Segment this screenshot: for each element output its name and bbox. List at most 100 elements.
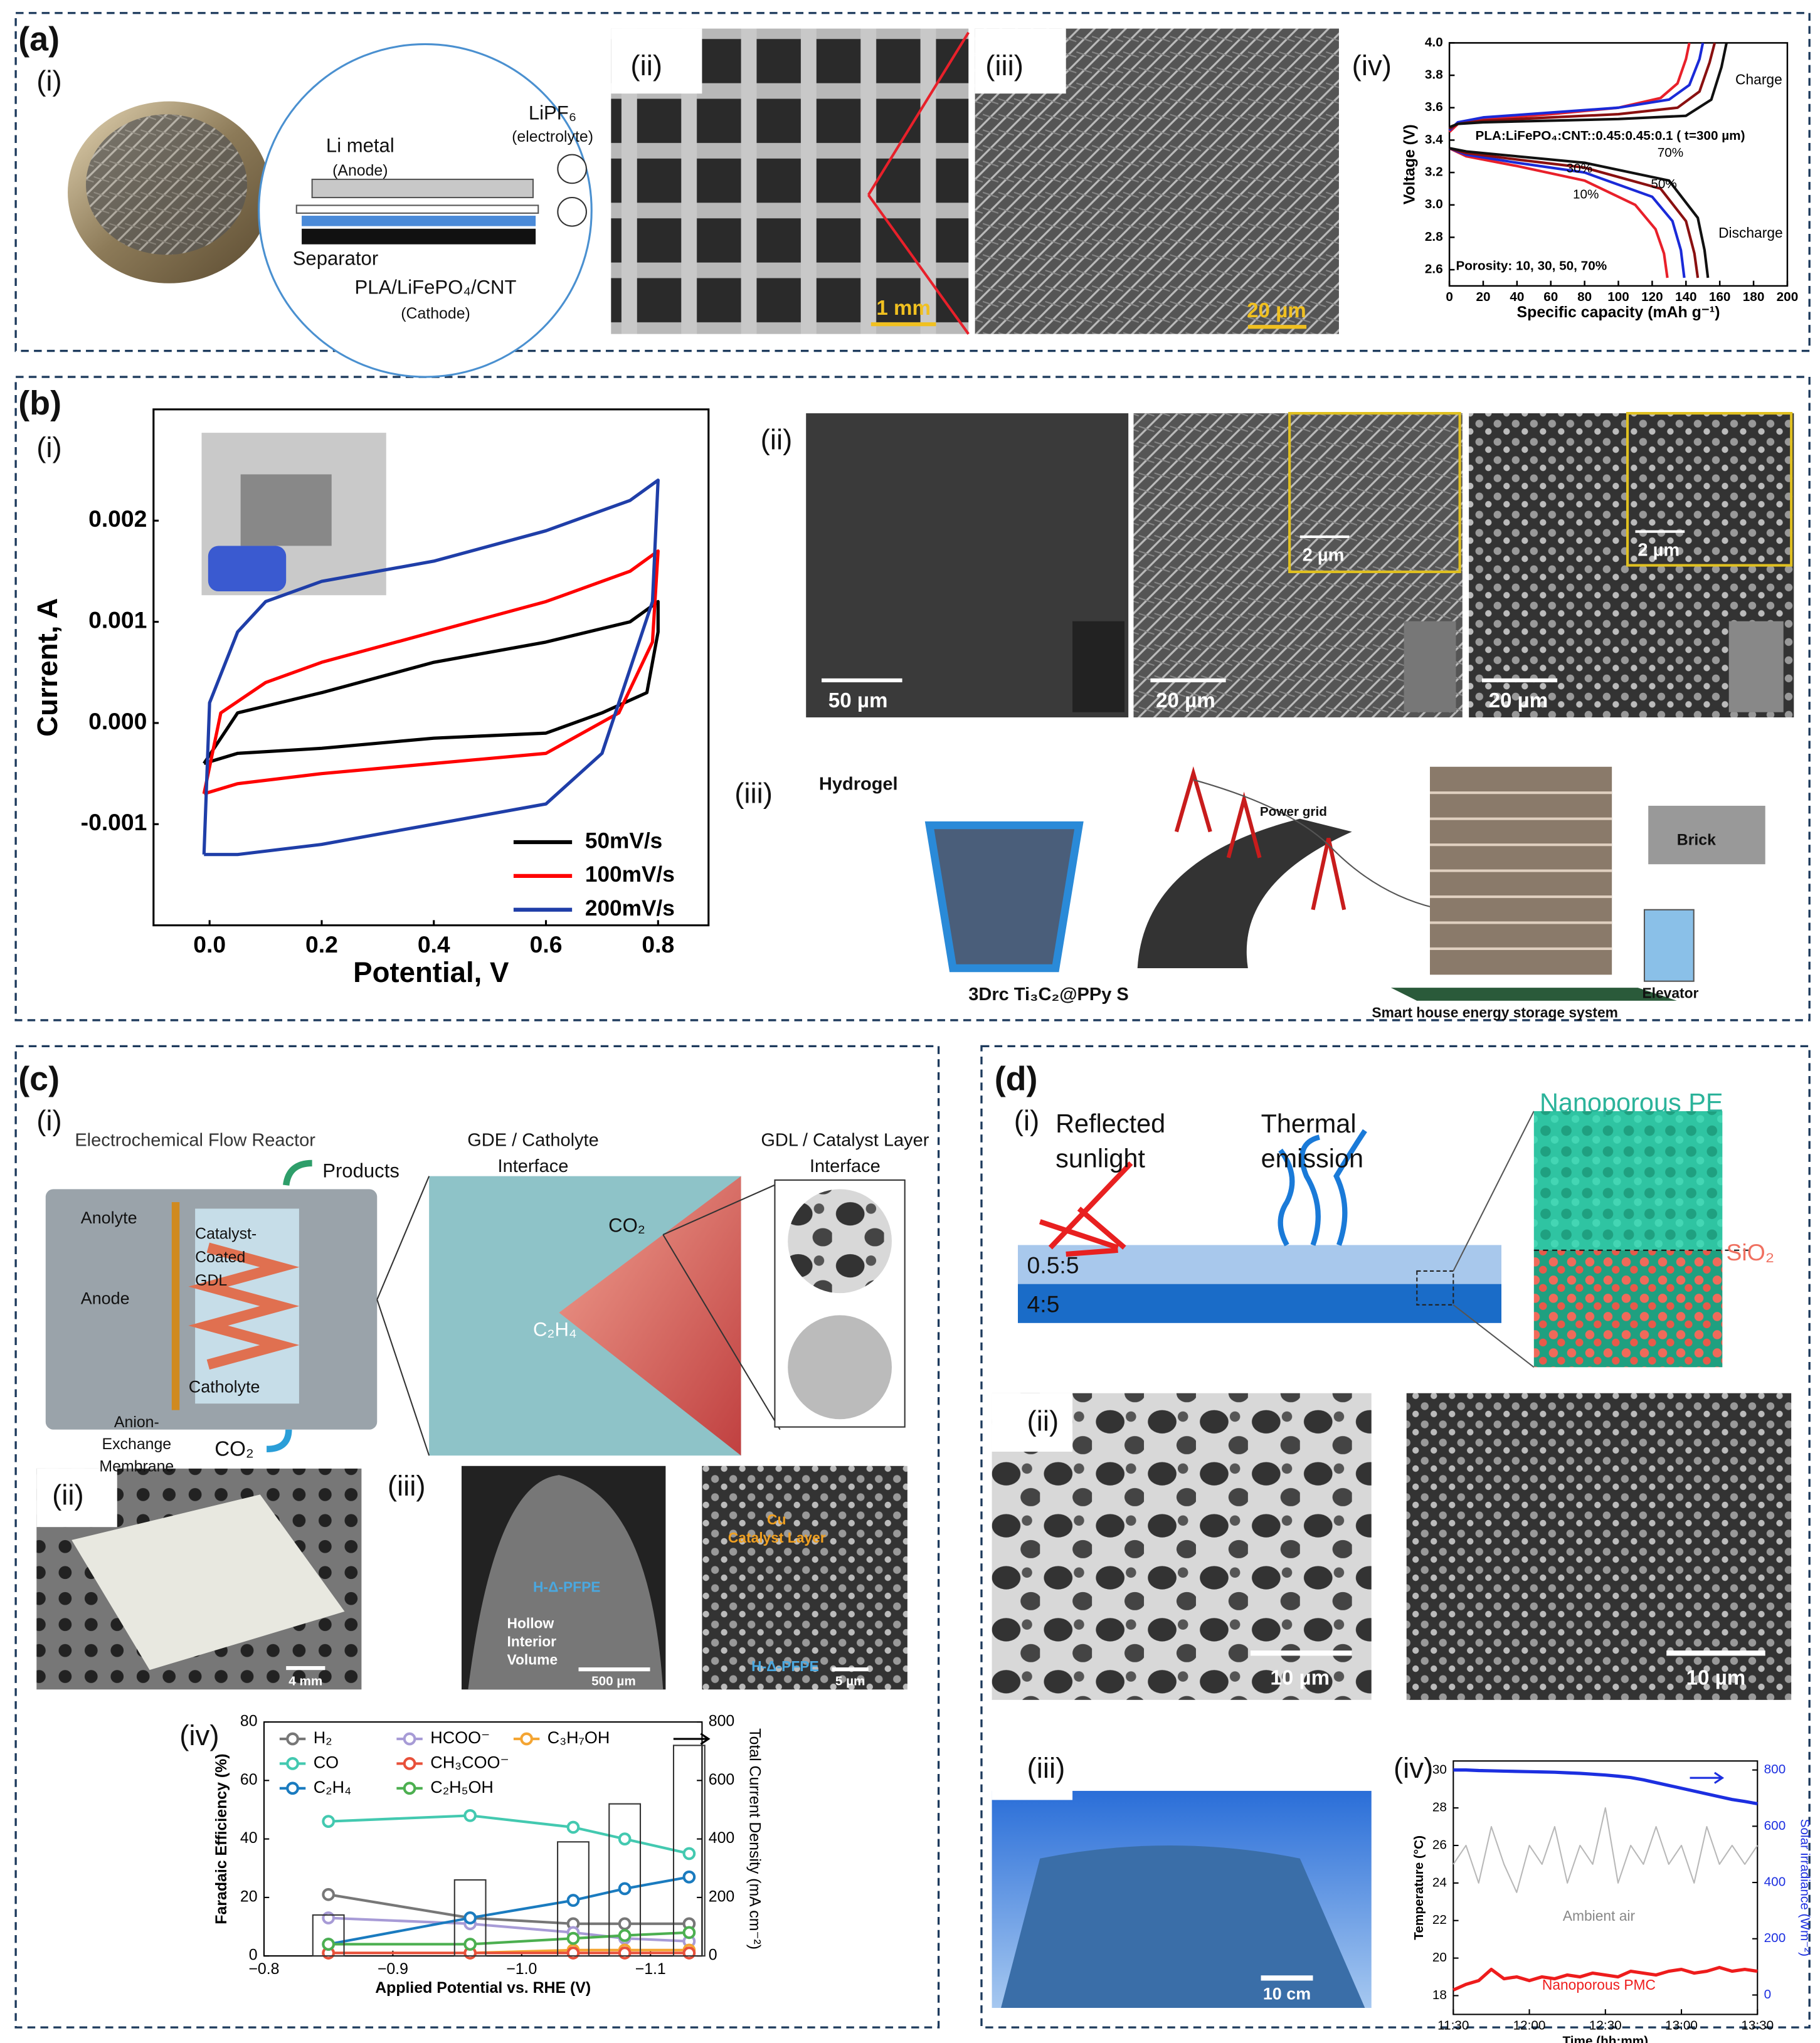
- label: emission: [1261, 1144, 1364, 1173]
- label: GDE / Catholyte: [467, 1130, 599, 1150]
- y2-tick-label: 600: [1764, 1819, 1786, 1833]
- label: (c): [18, 1060, 60, 1098]
- label-bg: [36, 1468, 117, 1528]
- x-tick-label: 0.4: [418, 931, 450, 958]
- annotation: Discharge: [1718, 224, 1783, 241]
- y2-tick-label: 800: [1764, 1762, 1786, 1776]
- label: Anolyte: [81, 1208, 137, 1227]
- arrow-products: [283, 1159, 312, 1186]
- label: (b): [18, 384, 61, 422]
- label: (a): [18, 21, 60, 58]
- series-line: [1449, 147, 1686, 278]
- scale-bar: [286, 1666, 325, 1671]
- label: 3Drc Ti₃C₂@PPy S: [968, 985, 1129, 1005]
- label: Anion-: [114, 1413, 159, 1431]
- label: (ii): [761, 424, 793, 456]
- label: 20 µm: [1489, 689, 1548, 712]
- zoom-box: [1416, 1270, 1454, 1306]
- series-line: [1449, 147, 1669, 278]
- x-axis-label: Time (hh:mm): [1562, 2034, 1648, 2043]
- y-tick-label: 20: [240, 1887, 258, 1905]
- label: (Cathode): [401, 305, 470, 322]
- x-tick-label: −1.0: [506, 1960, 537, 1978]
- x-tick-label: 13:00: [1665, 2019, 1698, 2033]
- x-tick-label: 200: [1777, 290, 1799, 304]
- label: Anode: [81, 1289, 130, 1308]
- y2-tick-label: 400: [709, 1829, 734, 1847]
- zoom-line: [867, 31, 970, 335]
- scale-bar: [832, 1667, 869, 1672]
- x-tick-label: 0.6: [530, 931, 563, 958]
- y2-tick-label: 0: [1764, 1987, 1772, 2002]
- x-tick-label: 0.0: [193, 931, 226, 958]
- label: 20 µm: [1247, 299, 1306, 322]
- x-tick-label: 13:30: [1741, 2019, 1774, 2033]
- membrane: [171, 1202, 180, 1410]
- scale-bar: [870, 322, 936, 327]
- marker: [682, 1926, 696, 1940]
- label: (i): [36, 431, 61, 463]
- annotation: Ambient air: [1563, 1908, 1636, 1924]
- gde-wedge: [559, 1176, 741, 1456]
- label: (iii): [1027, 1752, 1066, 1784]
- series-line: [1453, 1768, 1758, 1806]
- y-tick-label: 24: [1432, 1875, 1447, 1889]
- y-tick-label: -0.001: [81, 809, 147, 835]
- catalyst-folds: [188, 1242, 300, 1370]
- zoom-top: [1533, 1111, 1723, 1250]
- ground: [1390, 988, 1677, 1001]
- y-tick-label: 18: [1432, 1988, 1447, 2002]
- label: Membrane: [99, 1457, 174, 1475]
- building-floors: [1430, 791, 1612, 951]
- series-line: [328, 1814, 690, 1855]
- label: (Anode): [332, 162, 388, 179]
- x-tick-label: 12:30: [1589, 2019, 1622, 2033]
- y-tick-label: 3.0: [1425, 197, 1443, 211]
- marker: [322, 1938, 336, 1951]
- label: 4:5: [1027, 1291, 1060, 1317]
- y-axis-label: Voltage (V): [1400, 124, 1418, 204]
- x-tick-label: 12:00: [1513, 2019, 1546, 2033]
- terminal-minus: [557, 154, 587, 184]
- label: CO₂: [608, 1215, 645, 1237]
- label: 10 cm: [1263, 1984, 1311, 2003]
- label: (iv): [1352, 50, 1392, 82]
- x-axis-label: Specific capacity (mAh g⁻¹): [1517, 304, 1720, 321]
- legend-marker: [403, 1782, 416, 1795]
- device-icon: [1072, 621, 1124, 712]
- scale-bar: [1666, 1650, 1765, 1656]
- label: Brick: [1677, 831, 1716, 848]
- y-tick-label: 3.6: [1425, 100, 1443, 114]
- label: Hollow: [507, 1615, 554, 1632]
- bar: [453, 1879, 487, 1957]
- scale-bar: [1299, 535, 1350, 539]
- y-tick-label: 4.0: [1425, 35, 1443, 50]
- label: (ii): [1027, 1405, 1059, 1437]
- label: (iii): [734, 777, 773, 809]
- zoom-lines: [376, 1176, 781, 1456]
- legend-label: H₂: [314, 1728, 332, 1747]
- marker: [566, 1946, 580, 1960]
- label: Volume: [507, 1652, 558, 1668]
- scale-bar: [578, 1667, 650, 1672]
- road: [1137, 818, 1352, 969]
- marker: [566, 1931, 580, 1945]
- series-line: [1448, 42, 1705, 132]
- label: Cu: [767, 1511, 786, 1528]
- annotation: 30%: [1567, 161, 1592, 176]
- series-line: [1452, 1807, 1759, 1893]
- marker: [566, 1820, 580, 1834]
- device-icon: [1404, 621, 1456, 712]
- anode-layer: [311, 178, 534, 199]
- x-tick-label: 160: [1709, 290, 1731, 304]
- label: Interface: [498, 1156, 569, 1176]
- legend-marker: [286, 1757, 299, 1770]
- y-axis-label: Faradaic Efficiency (%): [213, 1754, 230, 1924]
- label: H-Δ-PFPE: [751, 1658, 819, 1674]
- label: 50 µm: [828, 689, 888, 712]
- marker: [322, 1911, 336, 1924]
- series-line: [1452, 1965, 1758, 1992]
- label: 0.5:5: [1027, 1252, 1079, 1279]
- legend-marker: [403, 1757, 416, 1770]
- label: 500 µm: [591, 1674, 636, 1688]
